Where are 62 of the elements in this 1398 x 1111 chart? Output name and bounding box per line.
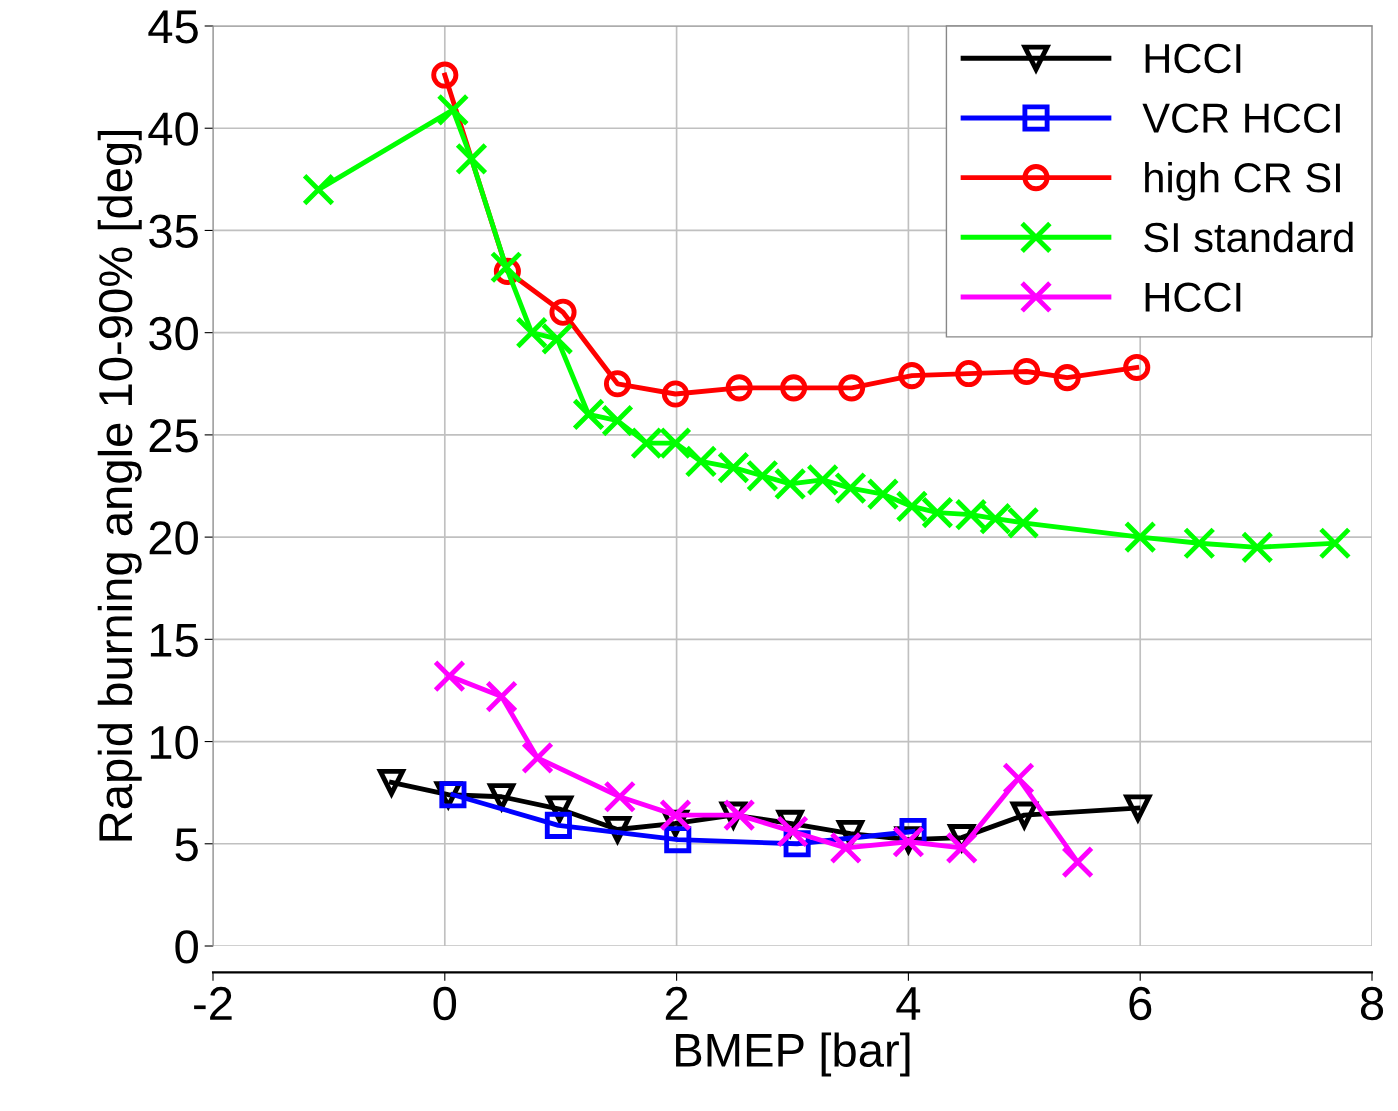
point (436, 93, 470, 127)
point (455, 142, 488, 176)
point (433, 659, 466, 693)
point (746, 459, 779, 493)
point (829, 831, 863, 865)
y-axis-title: Rapid burning angle 10-90% [deg] (97, 130, 142, 841)
point (521, 741, 554, 775)
point (439, 781, 467, 809)
point (684, 445, 718, 478)
point (838, 374, 866, 402)
x-axis-title: BMEP [bar] (676, 1032, 910, 1077)
x-tick-label: 0 (433, 986, 457, 1021)
point (780, 374, 808, 402)
point (834, 471, 867, 505)
point (776, 815, 809, 848)
legend-label: HCCI (1145, 43, 1241, 74)
point (1002, 762, 1035, 795)
point (661, 380, 689, 408)
y-tick-label: 35 (149, 214, 198, 249)
x-tick-label: -2 (194, 986, 232, 1020)
point (898, 362, 926, 390)
point (955, 360, 983, 388)
point (549, 298, 577, 326)
y-tick-label: 40 (148, 112, 198, 146)
point (431, 61, 459, 89)
point (1182, 526, 1216, 560)
y-tick-label: 15 (150, 623, 198, 657)
x-tick-label: 4 (896, 987, 921, 1020)
point (664, 826, 692, 854)
y-tick-label: 45 (148, 10, 198, 44)
x-tick-label: 8 (1360, 986, 1384, 1021)
point (866, 477, 900, 511)
y-tick-label: 20 (149, 521, 198, 555)
point (1123, 520, 1157, 554)
point (302, 173, 335, 206)
y-tick-label: 30 (149, 316, 198, 351)
legend-label: VCR HCCI (1142, 103, 1340, 133)
legend-label: SI standard (1144, 221, 1353, 253)
y-tick-label: 0 (175, 930, 198, 964)
point (544, 811, 572, 839)
point (1123, 353, 1151, 381)
point (489, 250, 523, 284)
point (1318, 526, 1352, 560)
point (945, 831, 979, 865)
point (1053, 364, 1081, 392)
point (717, 451, 750, 484)
point (1061, 845, 1094, 879)
point (603, 780, 637, 814)
legend-label: HCCI (1145, 282, 1241, 312)
x-tick-label: 2 (665, 986, 688, 1020)
y-tick-label: 10 (150, 725, 198, 760)
x-tick-label: 6 (1129, 986, 1152, 1021)
point (659, 798, 692, 832)
legend-label: high CR SI (1145, 162, 1340, 201)
point (1240, 531, 1274, 564)
point (725, 374, 753, 402)
point (722, 798, 756, 832)
point (603, 370, 632, 398)
y-tick-label: 5 (175, 828, 198, 862)
y-tick-label: 25 (149, 419, 198, 453)
point (485, 680, 518, 713)
point (1013, 357, 1041, 386)
